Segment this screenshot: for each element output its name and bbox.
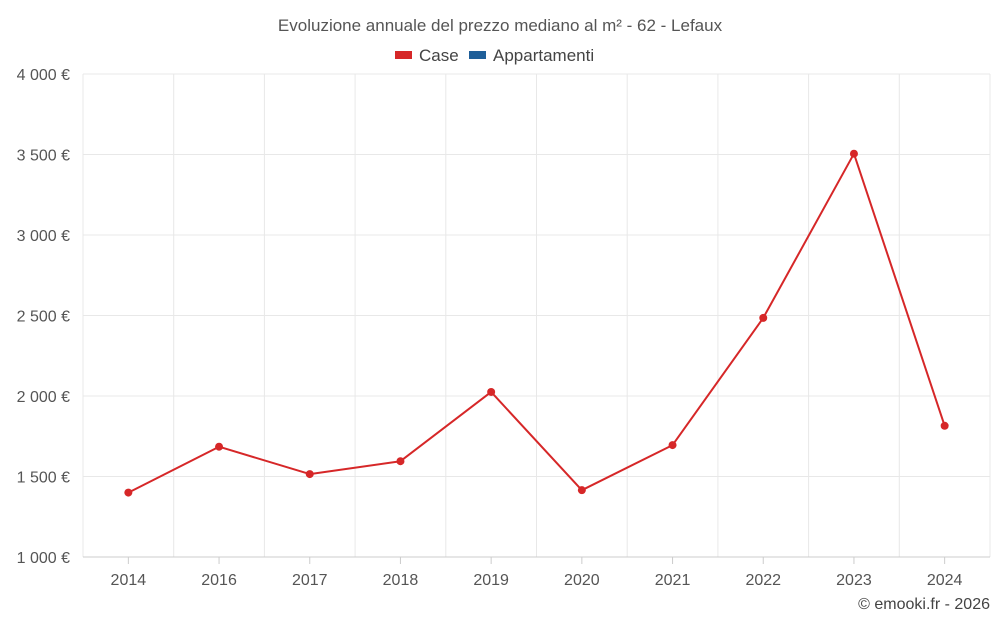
- data-point[interactable]: [577, 486, 586, 495]
- x-tick-label: 2022: [745, 572, 781, 589]
- legend-swatch-case[interactable]: [395, 51, 412, 59]
- data-point[interactable]: [396, 457, 405, 466]
- series-line-case: [127, 152, 946, 494]
- y-tick-label: 1 000 €: [17, 550, 70, 567]
- y-tick-label: 4 000 €: [17, 67, 70, 84]
- x-tick-label: 2021: [655, 572, 691, 589]
- data-point[interactable]: [940, 421, 949, 430]
- legend-label-case[interactable]: Case: [419, 46, 459, 65]
- data-point[interactable]: [305, 470, 314, 479]
- grid: [82, 73, 991, 557]
- x-axis-ticks: 2014 2016 2017 2018 2019 2020 2021 2022 2023 2024: [111, 557, 963, 589]
- y-tick-label: 3 000 €: [17, 228, 70, 245]
- data-point[interactable]: [487, 387, 496, 396]
- x-tick-label: 2019: [473, 572, 509, 589]
- data-point[interactable]: [668, 441, 677, 450]
- legend[interactable]: Case Appartamenti: [395, 46, 594, 65]
- x-tick-label: 2018: [383, 572, 419, 589]
- chart-title: Evoluzione annuale del prezzo mediano al…: [278, 16, 723, 35]
- y-tick-label: 2 500 €: [17, 309, 70, 326]
- legend-swatch-appartamenti[interactable]: [469, 51, 486, 59]
- credit-text: © emooki.fr - 2026: [858, 596, 990, 613]
- x-tick-label: 2017: [292, 572, 328, 589]
- y-tick-label: 2 000 €: [17, 389, 70, 406]
- data-point[interactable]: [124, 488, 133, 497]
- x-tick-label: 2023: [836, 572, 872, 589]
- x-tick-label: 2020: [564, 572, 600, 589]
- y-tick-label: 3 500 €: [17, 148, 70, 165]
- data-point[interactable]: [759, 313, 768, 322]
- y-axis-ticks: 1 000 € 1 500 € 2 000 € 2 500 € 3 000 € 3 500…: [17, 67, 70, 567]
- series: [124, 149, 949, 497]
- data-point[interactable]: [849, 149, 858, 158]
- x-tick-label: 2014: [111, 572, 147, 589]
- data-point[interactable]: [215, 442, 224, 451]
- legend-label-appartamenti[interactable]: Appartamenti: [493, 46, 594, 65]
- y-tick-label: 1 500 €: [17, 470, 70, 487]
- x-tick-label: 2016: [201, 572, 237, 589]
- x-tick-label: 2024: [927, 572, 963, 589]
